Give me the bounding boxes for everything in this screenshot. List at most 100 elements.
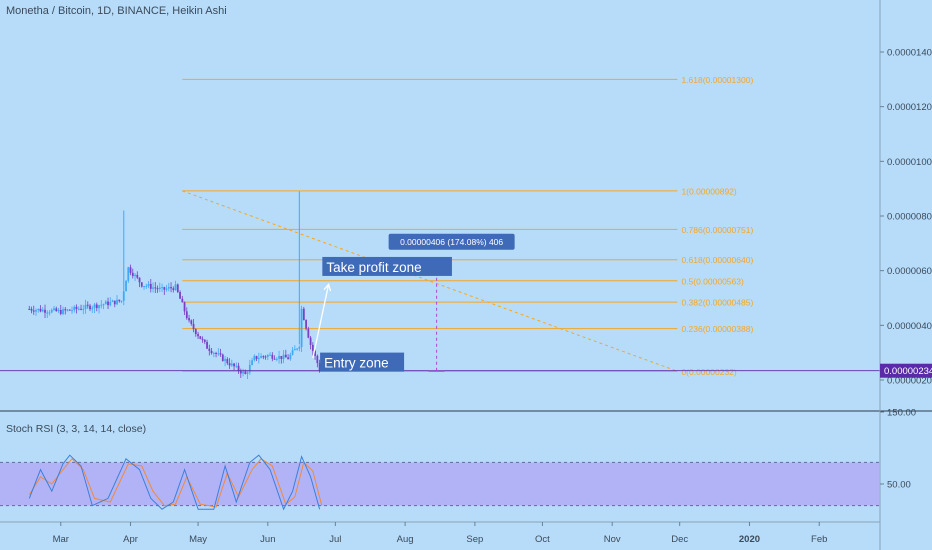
candle	[302, 306, 305, 321]
candle	[122, 289, 125, 306]
trend-line[interactable]	[182, 190, 678, 372]
time-tick-label: Aug	[397, 534, 414, 545]
fib-level-label: 0.618(0.00000640)	[681, 255, 753, 265]
candle	[134, 272, 136, 282]
annotations[interactable]: 0.00000406 (174.08%) 406 Take profit zone…	[0, 233, 880, 372]
candle-body	[44, 309, 46, 313]
candle	[44, 304, 46, 319]
candle-body	[192, 323, 195, 330]
candle-body	[172, 288, 175, 290]
candle-body	[98, 305, 100, 309]
candle-body	[107, 301, 109, 306]
candle	[143, 285, 145, 290]
candle	[246, 370, 249, 379]
fib-trend-line[interactable]	[182, 190, 678, 372]
candle-body	[39, 308, 42, 312]
candle-body	[318, 363, 321, 371]
candle	[284, 349, 287, 358]
time-tick-label: Nov	[604, 534, 621, 545]
candle-body	[30, 308, 33, 311]
candle	[179, 290, 181, 299]
candle-body	[50, 309, 53, 313]
candle-body	[271, 354, 274, 359]
candle	[192, 318, 195, 333]
candle	[156, 285, 159, 293]
candle-body	[284, 354, 287, 358]
candle-body	[111, 300, 114, 302]
candle	[291, 346, 294, 356]
candle	[174, 280, 177, 291]
candle	[188, 314, 190, 323]
candle	[314, 348, 316, 360]
candle-body	[226, 359, 229, 364]
annotation-text: Take profit zone	[326, 260, 421, 275]
candle	[66, 308, 69, 312]
annotation-text: Entry zone	[324, 356, 389, 371]
candle-body	[84, 304, 87, 310]
candle-body	[296, 348, 298, 350]
candle-body	[149, 283, 152, 289]
candle-body	[221, 354, 224, 361]
candle-body	[102, 304, 105, 306]
candle-body	[302, 308, 305, 321]
candle	[102, 303, 105, 310]
candle	[28, 305, 31, 310]
candle	[111, 299, 114, 303]
candle-body	[154, 287, 157, 289]
candle	[266, 353, 269, 361]
candle	[163, 286, 166, 295]
candle-body	[282, 354, 285, 360]
candle	[62, 306, 64, 316]
candle	[46, 310, 49, 318]
take-profit-label[interactable]: Take profit zone	[322, 256, 452, 276]
measure-badge-bg	[388, 233, 515, 250]
candle-body	[37, 308, 40, 311]
candle	[120, 300, 123, 304]
candle-body	[287, 357, 289, 360]
candle-body	[266, 355, 269, 357]
fib-level-label: 1(0.00000892)	[681, 186, 736, 196]
candle-body	[134, 274, 136, 277]
candle	[154, 282, 157, 294]
candle-body	[190, 320, 193, 324]
candle-body	[248, 364, 251, 373]
time-tick-label: Jul	[329, 534, 341, 545]
price-candles	[28, 191, 321, 379]
candle-body	[188, 318, 190, 321]
candle-body	[311, 344, 314, 351]
candle	[59, 304, 62, 316]
candle	[100, 299, 103, 309]
candle-body	[230, 363, 233, 366]
candle-body	[170, 287, 172, 289]
candle	[316, 354, 319, 368]
candle	[253, 354, 256, 362]
candle	[149, 279, 152, 293]
candle	[57, 308, 60, 313]
candle-body	[95, 304, 98, 309]
candle-body	[278, 355, 280, 359]
candle	[140, 281, 143, 288]
candle-body	[257, 358, 260, 360]
candle	[84, 299, 87, 314]
candle	[50, 308, 53, 314]
candle-body	[199, 336, 202, 339]
entry-zone-label[interactable]: Entry zone	[320, 352, 405, 372]
fib-level-label: 0.786(0.00000751)	[681, 225, 753, 235]
candle-body	[93, 304, 96, 308]
candle	[64, 306, 67, 315]
candle-body	[246, 372, 249, 374]
candle	[136, 271, 139, 280]
candle	[228, 358, 231, 369]
candle	[203, 339, 206, 345]
annotation-bg	[322, 256, 452, 276]
candle	[282, 350, 285, 364]
candle	[305, 319, 307, 331]
candle-body	[174, 284, 177, 290]
candle-body	[86, 304, 89, 306]
candle	[230, 359, 233, 367]
candle	[197, 331, 199, 340]
time-tick-label: Mar	[53, 534, 69, 545]
